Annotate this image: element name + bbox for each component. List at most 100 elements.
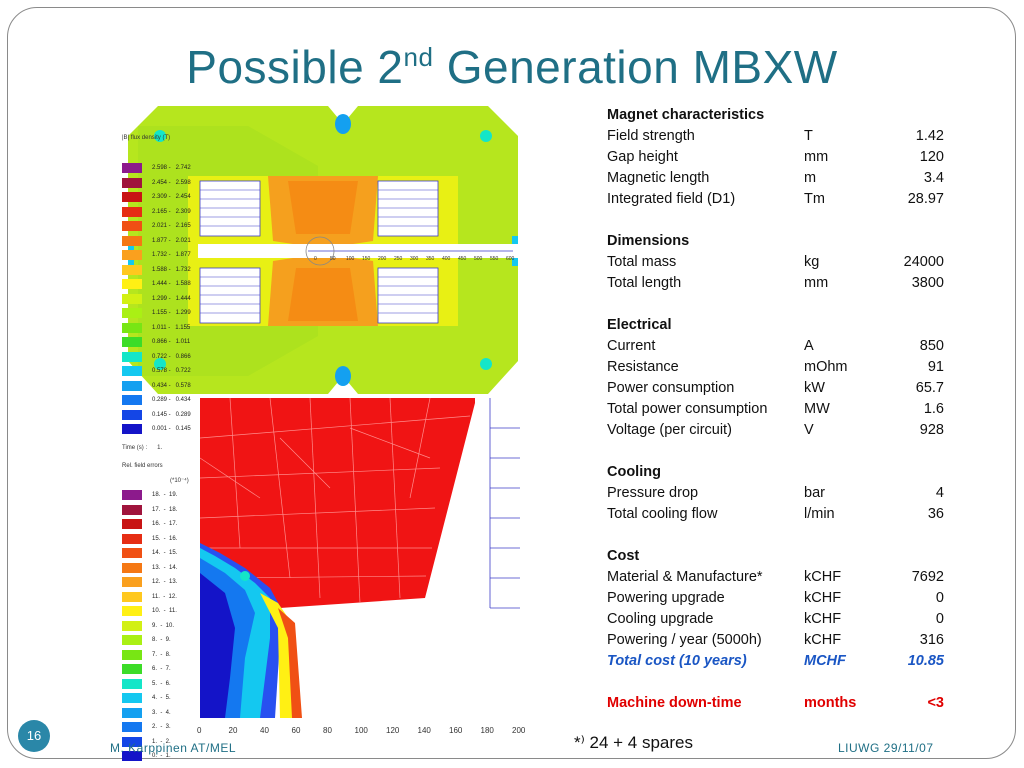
legend-swatch: [122, 504, 142, 515]
table-cell: 120: [919, 149, 944, 165]
legend-label: 2.165 - 2.309: [152, 208, 191, 215]
legend-row: 1.011 - 1.155: [122, 321, 202, 336]
legend-label: 0.289 - 0.434: [152, 397, 191, 404]
legend-label: 15. - 16.: [152, 535, 178, 542]
table-cell: Field strength: [607, 128, 695, 144]
legend-row: 0.001 - 0.145: [122, 422, 202, 437]
table-cell: Total length: [607, 275, 682, 291]
table-cell: Machine down-time: [607, 695, 742, 711]
legend-swatch: [122, 221, 142, 232]
table-cell: kCHF: [804, 590, 842, 606]
legend-label: 6. - 7.: [152, 666, 171, 673]
table-cell: Magnetic length: [607, 170, 710, 186]
table-spacer: [607, 210, 947, 231]
legend-row: 12. - 13.: [122, 575, 202, 590]
table-row: Voltage (per circuit) V 928: [607, 420, 947, 441]
table-cell: Powering upgrade: [607, 590, 725, 606]
ruler-tick-label: 200: [378, 256, 387, 262]
table-cell: kg: [804, 254, 820, 270]
legend-swatch: [122, 293, 142, 304]
field-error-mesh-plot: [200, 398, 520, 718]
legend-row: 1. - 2.: [122, 735, 202, 750]
legend-label: 10. - 11.: [152, 608, 177, 615]
legend-swatch: [122, 192, 142, 203]
table-cell: T: [804, 128, 813, 144]
legend-swatch: [122, 591, 142, 602]
x-tick-label: 80: [323, 726, 332, 735]
legend-swatch: [122, 380, 142, 391]
legend-label: 5. - 6.: [152, 680, 171, 687]
x-tick-label: 0: [197, 726, 202, 735]
legend-row: 3. - 4.: [122, 706, 202, 721]
legend-row: 0. - 1.: [122, 749, 202, 764]
table-row: Current A 850: [607, 336, 947, 357]
legend-label: 0.001 - 0.145: [152, 426, 191, 433]
legend-row: 2.309 - 2.454: [122, 190, 202, 205]
error-legend-title: Rel. field errors: [122, 463, 163, 469]
legend-label: 0.434 - 0.578: [152, 382, 191, 389]
table-cell: 1.6: [923, 401, 944, 417]
legend-row: 0.722 - 0.866: [122, 350, 202, 365]
table-cell: mm: [804, 275, 829, 291]
ruler-tick-label: 300: [410, 256, 419, 262]
legend-label: 11. - 12.: [152, 593, 177, 600]
table-row: Resistance mOhm 91: [607, 357, 947, 378]
legend-swatch: [122, 177, 142, 188]
table-cell: <3: [927, 695, 944, 711]
legend-row: 0.145 - 0.289: [122, 408, 202, 423]
legend-row: 2.598 - 2.742: [122, 161, 202, 176]
legend-row: 6. - 7.: [122, 662, 202, 677]
table-row: Powering upgrade kCHF 0: [607, 588, 947, 609]
legend-row: 17. - 18.: [122, 503, 202, 518]
legend-label: 4. - 5.: [152, 695, 171, 702]
legend-label: 1.155 - 1.299: [152, 310, 191, 317]
legend-label: 1. - 2.: [152, 738, 171, 745]
legend-swatch: [122, 424, 142, 435]
table-cell: kCHF: [804, 632, 842, 648]
legend-swatch: [122, 206, 142, 217]
table-spacer: [607, 672, 947, 693]
legend-label: 16. - 17.: [152, 521, 178, 528]
legend-swatch: [122, 635, 142, 646]
ruler-tick-label: 400: [442, 256, 451, 262]
legend-swatch: [122, 235, 142, 246]
table-row: Total length mm 3800: [607, 273, 947, 294]
table-cell: Tm: [804, 191, 825, 207]
footnote: *⁾ 24 + 4 spares: [574, 733, 694, 752]
table-cell: Power consumption: [607, 380, 735, 396]
table-cell: MW: [804, 401, 830, 417]
legend-label: 1.444 - 1.588: [152, 281, 191, 288]
table-row: Total power consumption MW 1.6: [607, 399, 947, 420]
legend-row: 13. - 14.: [122, 561, 202, 576]
legend-swatch: [122, 664, 142, 675]
table-cell: Total cost (10 years): [607, 653, 747, 669]
x-tick-label: 120: [386, 726, 400, 735]
ruler-tick-label: 50: [330, 256, 336, 262]
legend-label: 8. - 9.: [152, 637, 171, 644]
legend-row: 2.021 - 2.165: [122, 219, 202, 234]
flux-legend-title: |B| flux density (T): [122, 135, 171, 141]
table-cell: 65.7: [915, 380, 944, 396]
time-value: 1.: [157, 444, 163, 451]
legend-row: 2.165 - 2.309: [122, 205, 202, 220]
table-row: Powering / year (5000h) kCHF 316: [607, 630, 947, 651]
ruler-tick-label: 100: [346, 256, 355, 262]
table-cell: Voltage (per circuit): [607, 422, 732, 438]
ruler-tick-label: 150: [362, 256, 371, 262]
table-cell: kCHF: [804, 569, 842, 585]
error-legend-unit: (*10⁻⁴): [170, 478, 189, 484]
flux-density-plot: [128, 106, 518, 394]
legend-row: 1.444 - 1.588: [122, 277, 202, 292]
legend-swatch: [122, 308, 142, 319]
slide-title: Possible 2nd Generation MBXW: [186, 41, 838, 93]
table-row: Gap height mm 120: [607, 147, 947, 168]
section-header: Magnet characteristics: [607, 107, 765, 123]
table-cell: mm: [804, 149, 829, 165]
legend-row: 11. - 12.: [122, 590, 202, 605]
legend-label: 9. - 10.: [152, 622, 175, 629]
x-tick-label: 20: [228, 726, 238, 735]
table-row: Machine down-time months <3: [607, 693, 947, 714]
legend-label: 3. - 4.: [152, 709, 171, 716]
table-cell: kW: [804, 380, 825, 396]
table-cell: A: [804, 338, 814, 354]
